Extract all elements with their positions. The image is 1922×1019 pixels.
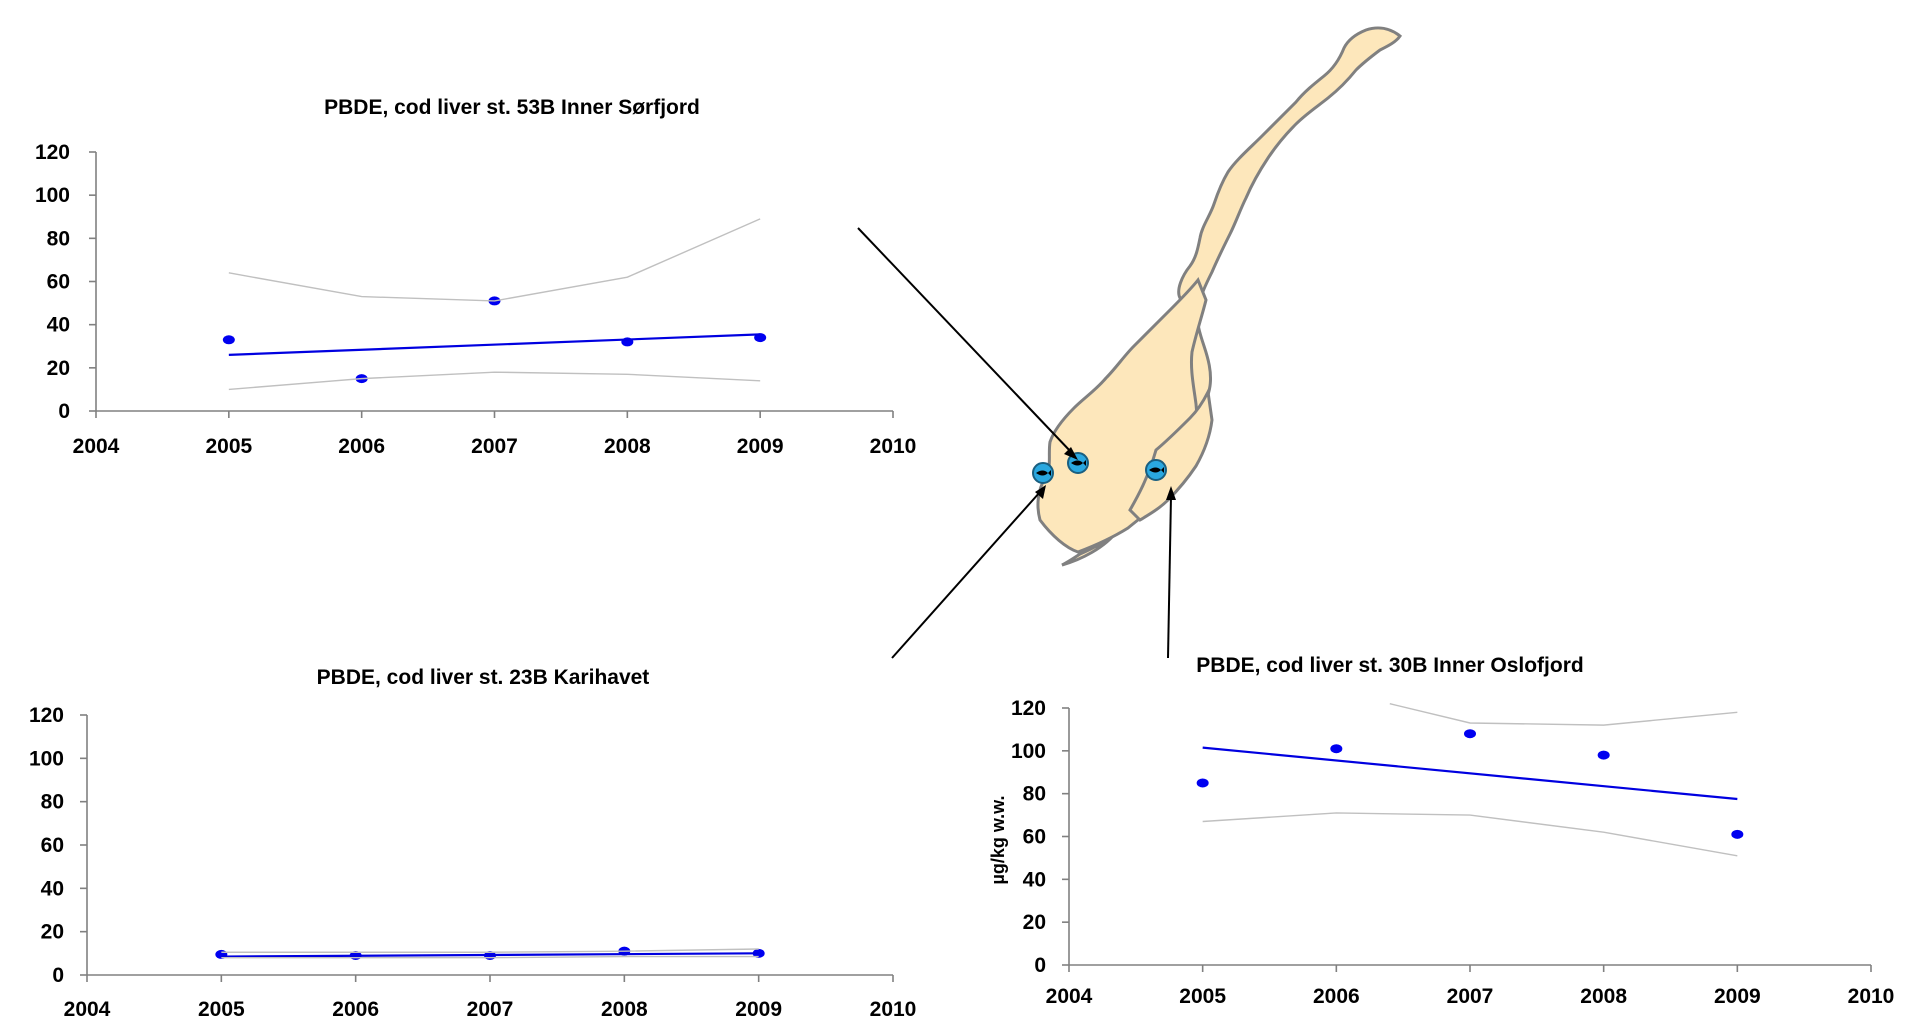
chart-title: PBDE, cod liver st. 23B Karihavet (317, 666, 650, 689)
x-tick-label: 2006 (1313, 985, 1360, 1008)
y-tick-label: 100 (35, 184, 70, 207)
data-point (1330, 744, 1343, 754)
x-tick-label: 2006 (332, 998, 379, 1019)
data-point (1597, 750, 1610, 760)
x-tick-label: 2008 (1580, 985, 1627, 1008)
x-tick-label: 2009 (1714, 985, 1761, 1008)
y-tick-label: 100 (1011, 740, 1046, 763)
x-tick-label: 2009 (737, 435, 784, 458)
chart-3: PBDE, cod liver st. 30B Inner Oslofjord µ… (988, 654, 1894, 1008)
norway-south (1036, 277, 1208, 554)
station-marker-23B (1032, 462, 1054, 484)
chart-title: PBDE, cod liver st. 30B Inner Oslofjord (1196, 654, 1583, 677)
x-tick-label: 2010 (870, 998, 917, 1019)
y-tick-label: 120 (1011, 697, 1046, 720)
x-tick-label: 2007 (467, 998, 514, 1019)
x-tick-label: 2010 (870, 435, 917, 458)
data-point (1196, 778, 1209, 788)
y-tick-label: 60 (47, 271, 70, 294)
x-tick-label: 2006 (338, 435, 385, 458)
arrowhead-53b (1064, 447, 1078, 460)
arrow-53b (857, 227, 1073, 454)
y-tick-label: 60 (41, 834, 64, 857)
station-marker-30B (1145, 459, 1167, 481)
y-tick-label: 0 (58, 400, 70, 423)
x-tick-label: 2004 (1046, 985, 1093, 1008)
station-markers (1032, 452, 1167, 484)
chart-2: PBDE, cod liver st. 23B Karihavet 0 20 40 60… (29, 666, 916, 1019)
arrowhead-23b (1035, 485, 1046, 499)
fish-icon (1071, 460, 1086, 466)
y-tick-label: 40 (47, 314, 70, 337)
connector-arrows (857, 227, 1176, 659)
y-tick-label: 0 (1034, 954, 1046, 977)
y-tick-label: 80 (41, 791, 64, 814)
trend-line (228, 333, 761, 356)
y-tick-label: 120 (29, 704, 64, 727)
y-tick-label: 20 (41, 921, 64, 944)
arrow-23b (891, 491, 1041, 659)
y-axis-label: µg/kg w.w. (988, 795, 1008, 884)
chart-title: PBDE, cod liver st. 53B Inner Sørfjord (324, 96, 700, 119)
x-tick-label: 2005 (198, 998, 245, 1019)
y-tick-label: 120 (35, 141, 70, 164)
arrowhead-30b (1166, 486, 1176, 500)
lower-confidence-line (221, 955, 759, 959)
x-tick-label: 2008 (604, 435, 651, 458)
x-tick-label: 2005 (1179, 985, 1226, 1008)
y-tick-label: 20 (1023, 911, 1046, 934)
x-tick-label: 2004 (73, 435, 120, 458)
lower-confidence-line (228, 371, 761, 391)
chart-1: PBDE, cod liver st. 53B Inner Sørfjord02… (35, 96, 916, 458)
x-tick-label: 2007 (1447, 985, 1494, 1008)
y-tick-label: 60 (1023, 826, 1046, 849)
x-tick-label: 2010 (1848, 985, 1895, 1008)
y-tick-label: 40 (1023, 868, 1046, 891)
norway-map (1032, 26, 1403, 567)
y-tick-label: 40 (41, 877, 64, 900)
x-tick-label: 2007 (471, 435, 518, 458)
x-tick-label: 2004 (64, 998, 111, 1019)
lower-confidence-line (1202, 812, 1738, 857)
data-point (1731, 829, 1744, 839)
fish-icon (1036, 470, 1051, 476)
y-tick-label: 80 (1023, 783, 1046, 806)
y-tick-label: 100 (29, 747, 64, 770)
y-tick-label: 20 (47, 357, 70, 380)
upper-confidence-line (228, 218, 761, 302)
station-marker-53B (1067, 452, 1089, 474)
fish-icon (1149, 467, 1164, 473)
charts-layer: PBDE, cod liver st. 53B Inner Sørfjord02… (29, 96, 1894, 1019)
data-point (222, 335, 235, 345)
x-tick-label: 2005 (205, 435, 252, 458)
x-tick-label: 2009 (735, 998, 782, 1019)
y-tick-label: 0 (52, 964, 64, 987)
data-point (1464, 729, 1476, 739)
trend-line (221, 952, 759, 958)
y-tick-label: 80 (47, 227, 70, 250)
trend-line (1202, 746, 1738, 801)
upper-confidence-line (221, 948, 759, 953)
x-tick-label: 2008 (601, 998, 648, 1019)
norway-southeast (1128, 387, 1214, 522)
upper-confidence-line (1389, 703, 1738, 726)
arrow-30b (1167, 495, 1172, 659)
